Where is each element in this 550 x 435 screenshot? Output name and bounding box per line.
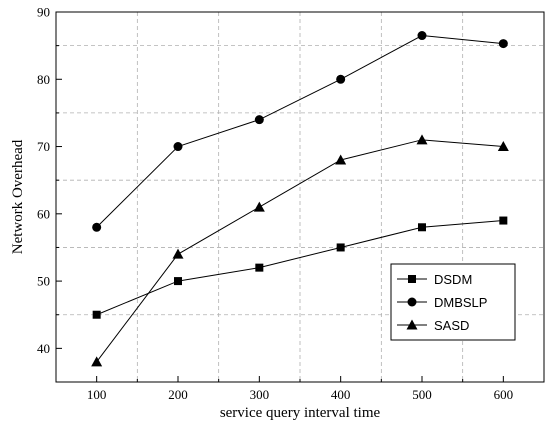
series-dsdm (92, 216, 508, 319)
legend-label: DSDM (434, 272, 472, 287)
ticks: 100 200 300 400 500 600 40 50 60 70 80 90 (37, 5, 513, 403)
data-point (92, 310, 101, 319)
y-tick-label: 70 (37, 139, 50, 154)
legend-item: DMBSLP (397, 295, 487, 310)
x-axis-title: service query interval time (220, 405, 381, 421)
legend-item: DSDM (397, 272, 472, 287)
data-point (173, 142, 183, 152)
data-point (497, 141, 509, 152)
y-tick-label: 80 (37, 72, 50, 87)
series-line (96, 220, 504, 316)
y-tick-label: 50 (37, 274, 50, 289)
series-line (96, 139, 504, 363)
y-tick-label: 40 (37, 341, 50, 356)
legend-item: SASD (397, 318, 469, 333)
series-line (96, 35, 504, 228)
legend-marker (406, 319, 418, 330)
x-tick-label: 600 (494, 387, 514, 402)
x-tick-label: 400 (331, 387, 351, 402)
data-point (172, 248, 184, 259)
data-point (418, 223, 426, 232)
series-dmbslp (92, 31, 508, 232)
data-point (416, 134, 428, 145)
legend-marker (407, 297, 417, 307)
x-tick-label: 200 (168, 387, 188, 402)
data-point (254, 115, 264, 125)
legend: DSDM DMBSLP SASD (390, 263, 516, 341)
y-tick-label: 60 (37, 206, 50, 221)
data-point (499, 216, 508, 225)
data-point (91, 356, 103, 367)
x-tick-label: 100 (87, 387, 107, 402)
data-point (255, 263, 264, 272)
data-point (336, 74, 346, 84)
x-tick-label: 300 (250, 387, 270, 402)
legend-marker (408, 275, 416, 283)
data-point (174, 277, 182, 286)
data-point (417, 31, 427, 41)
data-point (336, 243, 345, 252)
y-axis-title: Network Overhead (10, 139, 26, 254)
data-point (253, 201, 265, 212)
data-point (92, 222, 102, 232)
series (91, 31, 509, 367)
data-point (335, 154, 347, 165)
data-point (498, 39, 508, 49)
y-tick-label: 90 (37, 5, 50, 20)
legend-label: SASD (434, 318, 469, 333)
series-sasd (91, 134, 509, 367)
legend-label: DMBSLP (434, 295, 487, 310)
x-tick-label: 500 (412, 387, 432, 402)
